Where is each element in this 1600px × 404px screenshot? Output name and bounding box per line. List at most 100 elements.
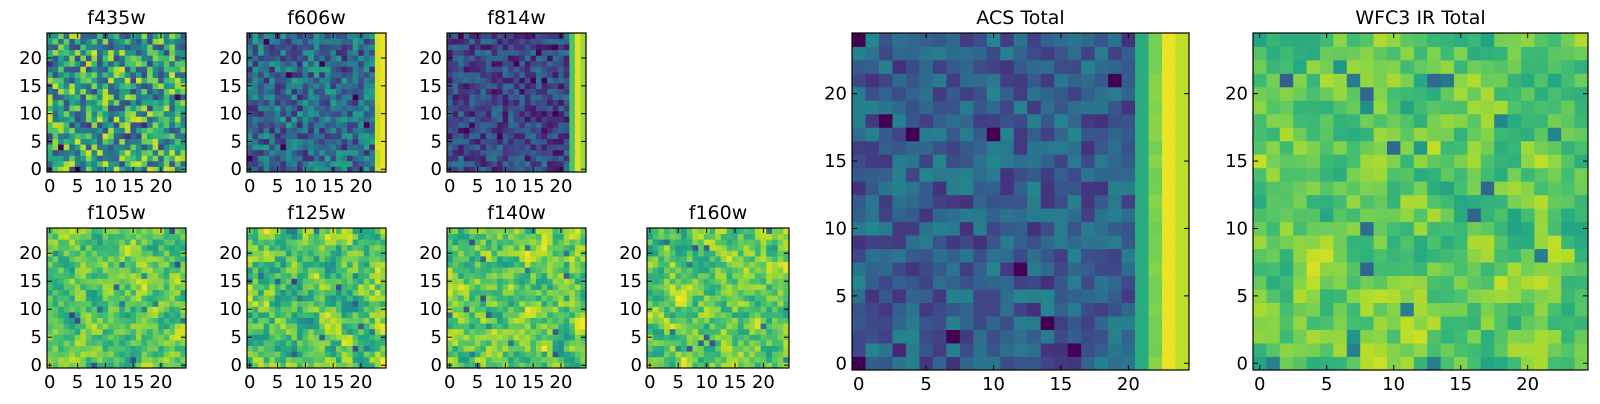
heatmap-cell xyxy=(342,351,348,357)
heatmap-cell xyxy=(675,340,681,346)
heatmap-cell xyxy=(575,267,581,273)
heatmap-cell xyxy=(892,249,906,263)
heatmap-cell xyxy=(125,239,131,245)
heatmap-cell xyxy=(364,262,370,268)
heatmap-cell xyxy=(103,128,109,134)
heatmap-cell xyxy=(447,66,453,72)
heatmap-cell xyxy=(536,273,542,279)
heatmap-cell xyxy=(164,50,170,56)
heatmap-cell xyxy=(97,228,103,234)
heatmap-cell xyxy=(497,55,503,61)
heatmap-cell xyxy=(453,144,459,150)
heatmap-cell xyxy=(308,306,314,312)
heatmap-cell xyxy=(314,346,320,352)
heatmap-cell xyxy=(119,66,125,72)
heatmap-cell xyxy=(453,89,459,95)
heatmap-cell xyxy=(280,295,286,301)
heatmap-cell xyxy=(553,55,559,61)
heatmap-cell xyxy=(325,239,331,245)
heatmap-cell xyxy=(569,100,575,106)
heatmap-cell xyxy=(347,329,353,335)
heatmap-cell xyxy=(375,301,381,307)
heatmap-cell xyxy=(906,303,920,317)
heatmap-cell xyxy=(114,351,120,357)
heatmap-cell xyxy=(508,83,514,89)
heatmap-cell xyxy=(47,329,53,335)
heatmap-cell xyxy=(670,301,676,307)
heatmap-cell xyxy=(353,144,359,150)
heatmap-cell xyxy=(303,100,309,106)
heatmap-cell xyxy=(53,50,59,56)
heatmap-cell xyxy=(530,239,536,245)
heatmap-cell xyxy=(125,128,131,134)
heatmap-cell xyxy=(530,306,536,312)
heatmap-cell xyxy=(1054,195,1068,209)
heatmap-cell xyxy=(280,234,286,240)
heatmap-cell xyxy=(53,278,59,284)
heatmap-cell xyxy=(369,83,375,89)
heatmap-cell xyxy=(103,256,109,262)
heatmap-cell xyxy=(1122,235,1136,249)
heatmap-cell xyxy=(475,306,481,312)
heatmap-cell xyxy=(698,256,704,262)
heatmap-cell xyxy=(75,77,81,83)
heatmap-cell xyxy=(336,290,342,296)
heatmap-cell xyxy=(253,323,259,329)
heatmap-cell xyxy=(558,351,564,357)
heatmap-cell xyxy=(486,122,492,128)
heatmap-cell xyxy=(1027,208,1041,222)
heatmap-cell xyxy=(469,94,475,100)
heatmap-cell xyxy=(119,318,125,324)
heatmap-cell xyxy=(715,323,721,329)
heatmap-cell xyxy=(64,334,70,340)
heatmap-cell xyxy=(497,284,503,290)
heatmap-cell xyxy=(1176,262,1190,276)
heatmap-cell xyxy=(319,245,325,251)
heatmap-cell xyxy=(342,318,348,324)
heatmap-cell xyxy=(136,50,142,56)
heatmap-cell xyxy=(447,256,453,262)
heatmap-cell xyxy=(158,334,164,340)
heatmap-cell xyxy=(692,239,698,245)
heatmap-cell xyxy=(169,290,175,296)
heatmap-cell xyxy=(153,122,159,128)
heatmap-cell xyxy=(1095,195,1109,209)
x-tick-label: 20 xyxy=(150,176,173,197)
heatmap-cell xyxy=(75,133,81,139)
heatmap-cell xyxy=(1068,249,1082,263)
heatmap-cell xyxy=(558,357,564,363)
heatmap-cell xyxy=(325,228,331,234)
heatmap-cell xyxy=(497,50,503,56)
heatmap-cell xyxy=(1000,289,1014,303)
heatmap-cell xyxy=(687,323,693,329)
heatmap-cell xyxy=(69,144,75,150)
heatmap-cell xyxy=(119,139,125,145)
heatmap-cell xyxy=(330,295,336,301)
heatmap-cell xyxy=(458,357,464,363)
heatmap-cell xyxy=(564,245,570,251)
heatmap-cell xyxy=(564,346,570,352)
heatmap-cell xyxy=(453,155,459,161)
heatmap-cell xyxy=(692,284,698,290)
heatmap-cell xyxy=(497,228,503,234)
heatmap-cell xyxy=(1149,222,1163,236)
heatmap-cell xyxy=(103,262,109,268)
heatmap-cell xyxy=(569,323,575,329)
heatmap-cell xyxy=(247,329,253,335)
heatmap-cell xyxy=(264,340,270,346)
heatmap-cell xyxy=(525,312,531,318)
heatmap-cell xyxy=(469,122,475,128)
heatmap-cell xyxy=(142,94,148,100)
heatmap-cell xyxy=(253,329,259,335)
heatmap-cell xyxy=(575,239,581,245)
heatmap-cell xyxy=(503,133,509,139)
heatmap-cell xyxy=(681,329,687,335)
heatmap-cell xyxy=(269,323,275,329)
heatmap-cell xyxy=(53,89,59,95)
heatmap-cell xyxy=(575,105,581,111)
heatmap-cell xyxy=(264,346,270,352)
heatmap-cell xyxy=(675,278,681,284)
heatmap-cell xyxy=(308,256,314,262)
heatmap-cell xyxy=(447,323,453,329)
heatmap-cell xyxy=(508,105,514,111)
